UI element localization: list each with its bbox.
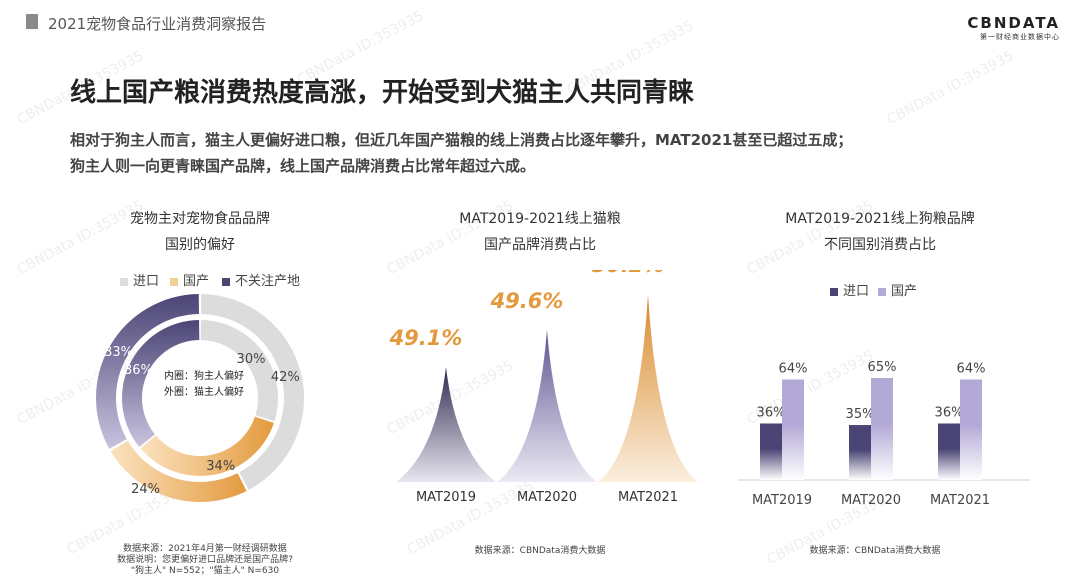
bar-mat2021-import [938, 423, 960, 480]
chart3-title: MAT2019-2021线上狗粮品牌 不同国别消费占比 [735, 206, 1025, 258]
chart1-source-line-2: 数据说明：您更偏好进口品牌还是国产品牌? [117, 555, 293, 565]
inner-ring-label-no-preference: 36% [124, 363, 153, 378]
chart3-bar-chart: 36% 64% MAT2019 35% 65% MAT2020 36% 64% MAT2021 [738, 360, 1030, 508]
inner-ring-slice-import [200, 320, 278, 422]
bar-label-mat2020-import: 35% [846, 407, 875, 422]
page-description: 相对于狗主人而言，猫主人更偏好进口粮，但近几年国产猫粮的线上消费占比逐年攀升，M… [70, 127, 1060, 179]
bar-label-mat2020-domestic: 65% [868, 360, 897, 375]
inner-ring-label-domestic: 34% [206, 459, 235, 474]
cone-category-label-mat2020: MAT2020 [517, 490, 577, 505]
cone-mat2019 [396, 367, 496, 482]
chart2-title-line-1: MAT2019-2021线上猫粮 [459, 211, 621, 227]
header-marker [26, 14, 38, 29]
chart3-legend-domestic: 国产 [878, 280, 917, 299]
x-tick-label-mat2021: MAT2021 [930, 493, 990, 508]
bar-label-mat2019-import: 36% [757, 405, 786, 420]
cbndata-logo: CBNDATA 第一财经商业数据中心 [967, 14, 1060, 42]
chart1-legend-import: 进口 [120, 270, 159, 289]
outer-ring-slice-domestic [110, 440, 247, 502]
chart2-cone-chart: 49.1% MAT2019 49.6% MAT2020 50.2% MAT2021 [389, 270, 698, 505]
outer-ring-slice-import [201, 294, 305, 490]
inner-ring-slice-domestic [140, 416, 274, 476]
cone-mat2020 [497, 330, 597, 482]
logo-text: CBNDATA [967, 14, 1060, 32]
description-line-2: 狗主人则一向更青睐国产品牌，线上国产品牌消费占比常年超过六成。 [70, 157, 536, 175]
page-headline: 线上国产粮消费热度高涨，开始受到犬猫主人共同青睐 [70, 78, 695, 108]
chart2-title-line-2: 国产品牌消费占比 [484, 237, 596, 253]
chart2-source: 数据来源：CBNData消费大数据 [474, 546, 606, 556]
outer-ring-label-domestic: 24% [131, 482, 160, 497]
inner-ring-slice-no-preference [122, 320, 200, 447]
cone-category-label-mat2019: MAT2019 [416, 490, 476, 505]
chart3-legend-import: 进口 [830, 280, 869, 299]
x-tick-label-mat2020: MAT2020 [841, 493, 901, 508]
chart3-title-line-2: 不同国别消费占比 [824, 237, 936, 253]
bar-mat2021-domestic [960, 379, 982, 480]
inner-ring-label-import: 30% [237, 352, 266, 367]
cone-value-label-mat2021: 50.2% [592, 270, 665, 277]
chart2-title: MAT2019-2021线上猫粮 国产品牌消费占比 [405, 206, 675, 258]
outer-ring-slice-no-preference [96, 294, 199, 449]
donut-center-line-1: 内圈：狗主人偏好 [164, 369, 244, 382]
bar-mat2020-import [849, 425, 871, 480]
chart1-title-line-2: 国别的偏好 [165, 237, 235, 253]
report-title: 2021宠物食品行业消费洞察报告 [48, 15, 267, 33]
chart1-legend-domestic: 国产 [170, 270, 209, 289]
logo-subtitle: 第一财经商业数据中心 [980, 33, 1060, 41]
bar-label-mat2021-import: 36% [935, 405, 964, 420]
donut-center-line-2: 外圈：猫主人偏好 [164, 385, 244, 398]
chart3-source: 数据来源：CBNData消费大数据 [809, 546, 941, 556]
chart1-title-line-1: 宠物主对宠物食品品牌 [130, 211, 270, 227]
chart1-legend-no-preference: 不关注产地 [222, 270, 300, 289]
bar-mat2019-import [760, 423, 782, 480]
x-tick-label-mat2019: MAT2019 [752, 493, 812, 508]
cone-mat2021 [598, 294, 698, 482]
chart1-source: 数据来源：2021年4月第一财经调研数据 数据说明：您更偏好进口品牌还是国产品牌… [70, 544, 340, 577]
bar-label-mat2021-domestic: 64% [957, 362, 986, 377]
bar-mat2020-domestic [871, 377, 893, 480]
chart3-title-line-1: MAT2019-2021线上狗粮品牌 [785, 211, 975, 227]
chart1-source-line-1: 数据来源：2021年4月第一财经调研数据 [123, 544, 287, 554]
cone-category-label-mat2021: MAT2021 [618, 490, 678, 505]
outer-ring-label-no-preference: 33% [104, 345, 133, 360]
outer-ring-label-import: 42% [271, 370, 300, 385]
chart1-title: 宠物主对宠物食品品牌 国别的偏好 [90, 206, 310, 258]
bar-mat2019-domestic [782, 379, 804, 480]
cone-value-label-mat2019: 49.1% [389, 326, 463, 350]
description-line-1: 相对于狗主人而言，猫主人更偏好进口粮，但近几年国产猫粮的线上消费占比逐年攀升，M… [70, 131, 853, 149]
watermark: CBNData ID:353935 [884, 47, 1017, 129]
bar-label-mat2019-domestic: 64% [779, 362, 808, 377]
chart1-source-line-3: "狗主人" N=552；"猫主人" N=630 [130, 566, 280, 576]
cone-value-label-mat2020: 49.6% [490, 289, 564, 313]
